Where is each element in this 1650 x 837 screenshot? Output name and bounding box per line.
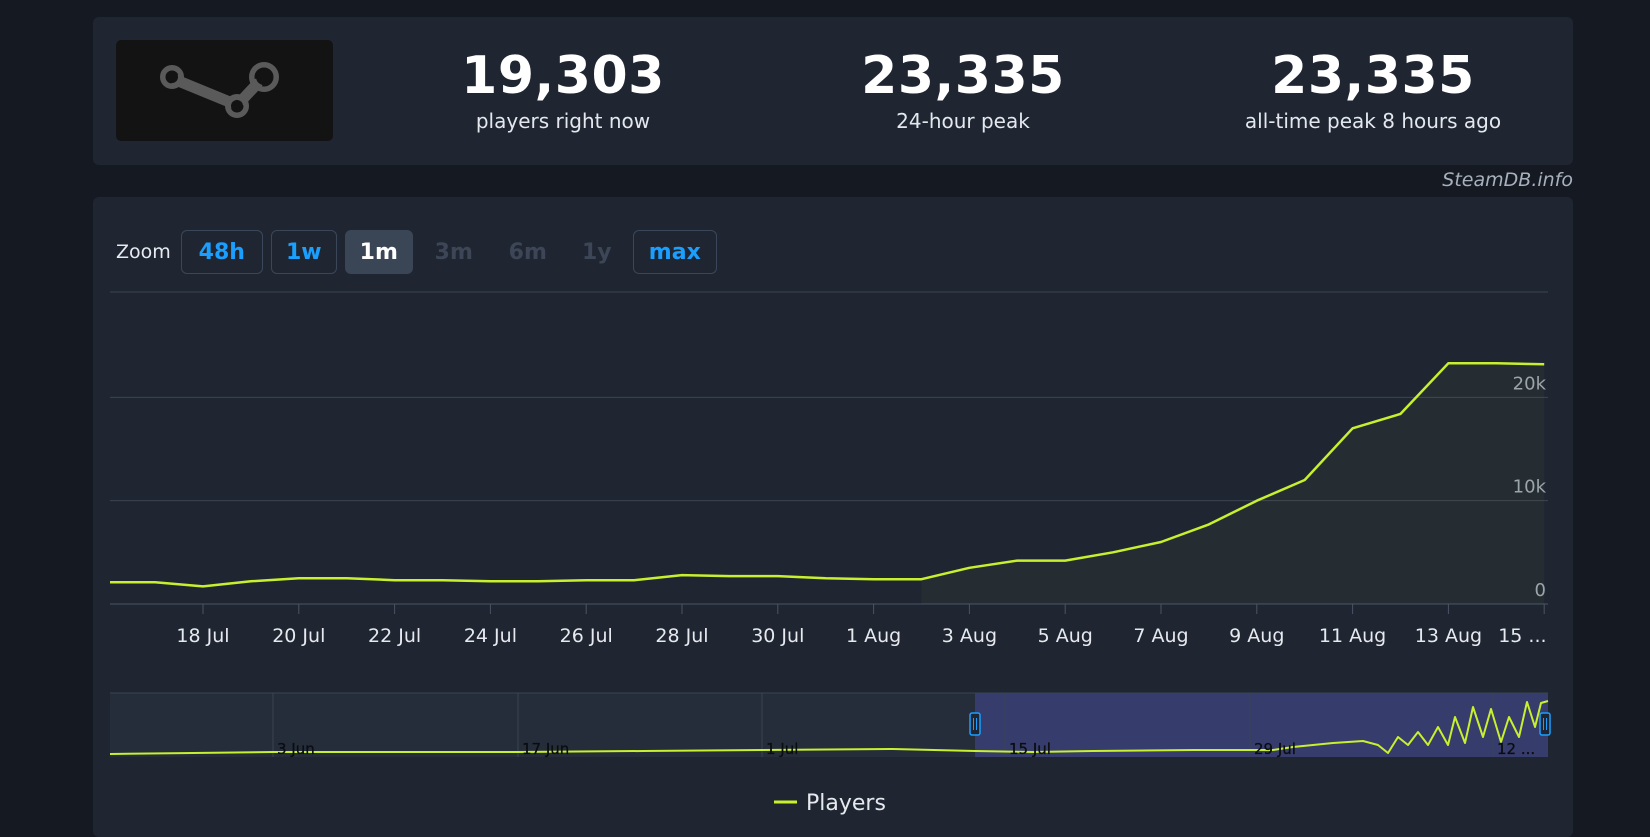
current-players-label: players right now (475, 109, 651, 133)
zoom-button-1w[interactable]: 1w (270, 230, 337, 274)
zoom-button-3m: 3m (434, 239, 473, 265)
navigator-series-line (109, 700, 1549, 755)
peak24-label: 24-hour peak (896, 109, 1030, 133)
x-tick-label: 1 Aug (846, 625, 901, 647)
legend-item-players[interactable]: Players (774, 791, 886, 816)
zoom-label: Zoom (116, 241, 171, 263)
x-tick-label: 3 Aug (942, 625, 997, 647)
x-tick-label: 20 Jul (272, 625, 325, 647)
navigator-x-label: 15 Jul (1009, 740, 1051, 758)
x-tick-label: 9 Aug (1229, 625, 1284, 647)
x-tick-label: 5 Aug (1038, 625, 1093, 647)
x-tick-label: 18 Jul (176, 625, 229, 647)
navigator-x-label: 3 Jun (277, 740, 315, 758)
legend-label: Players (806, 791, 886, 816)
steam-logo-icon (116, 40, 333, 141)
series-area (921, 363, 1545, 604)
chart-panel: 0 10k 20k 18 Jul 20 Jul 22 Jul 24 Jul 26 Jul 28 … (93, 197, 1573, 837)
zoom-button-48h[interactable]: 48h (180, 230, 263, 274)
stats-panel: 19,303 players right now 23,335 24-hour … (93, 17, 1573, 165)
y-tick-label: 10k (1513, 477, 1547, 498)
peak24-value: 23,335 (861, 46, 1065, 106)
navigator-x-label: 17 Jun (522, 740, 569, 758)
y-tick-label: 20k (1513, 373, 1547, 394)
zoom-button-1y: 1y (581, 239, 612, 265)
series-line-players[interactable] (110, 361, 1545, 588)
stat-alltime-peak: 23,335 all-time peak 8 hours ago (1173, 47, 1573, 133)
player-chart[interactable]: 0 10k 20k 18 Jul 20 Jul 22 Jul 24 Jul 26 Jul 28 … (93, 197, 1573, 837)
zoom-bar: Zoom 48h 1w 1m 3m 6m 1y max (116, 229, 725, 275)
y-tick-label: 0 (1535, 580, 1546, 601)
navigator-x-label: 1 Jul (766, 740, 798, 758)
stat-current-players: 19,303 players right now (413, 47, 713, 133)
x-tick-label: 28 Jul (655, 625, 708, 647)
alltime-label: all-time peak 8 hours ago (1244, 109, 1502, 133)
stat-24h-peak: 23,335 24-hour peak (813, 47, 1113, 133)
navigator-x-label: 29 Jul (1254, 740, 1296, 758)
x-tick-label: 7 Aug (1133, 625, 1188, 647)
current-players-value: 19,303 (461, 46, 665, 106)
x-tick-label: 15 ... (1498, 625, 1546, 647)
x-tick-label: 13 Aug (1415, 625, 1482, 647)
navigator-x-label: 12 ... (1497, 740, 1535, 758)
x-tick-label: 30 Jul (751, 625, 804, 647)
alltime-value: 23,335 (1271, 46, 1475, 106)
x-tick-label: 26 Jul (560, 625, 613, 647)
zoom-button-6m: 6m (508, 239, 547, 265)
zoom-button-1m[interactable]: 1m (344, 230, 413, 274)
zoom-button-max[interactable]: max (632, 230, 717, 274)
navigator-handle-left[interactable] (969, 712, 981, 736)
navigator-handle-right[interactable] (1539, 712, 1551, 736)
credit-link[interactable]: SteamDB.info (1442, 169, 1573, 191)
x-tick-label: 22 Jul (368, 625, 421, 647)
x-tick-label: 11 Aug (1319, 625, 1386, 647)
x-tick-label: 24 Jul (464, 625, 517, 647)
